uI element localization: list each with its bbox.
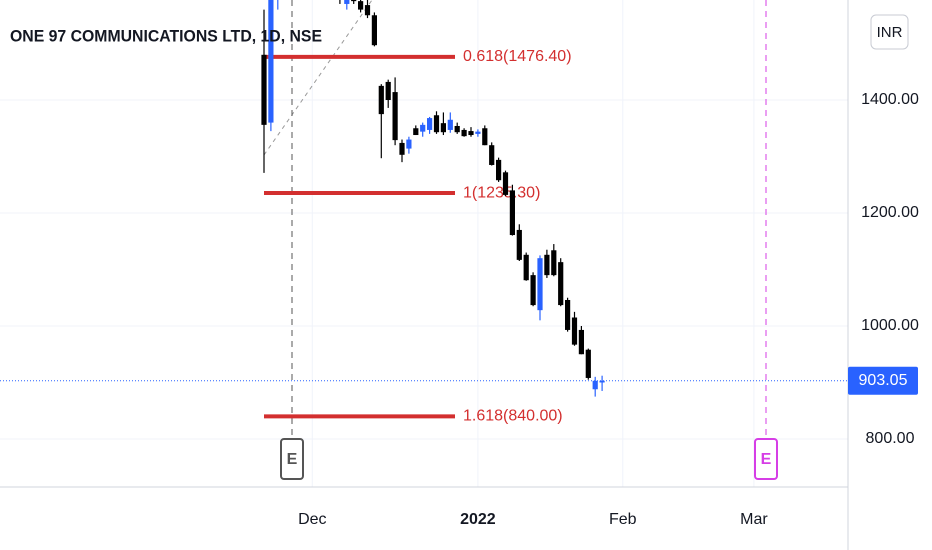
candle-body <box>385 81 391 100</box>
grid <box>0 0 848 487</box>
last-price-label: 903.05 <box>859 372 908 389</box>
candle-body <box>489 145 495 165</box>
fib-levels: 0.618(1476.40) 1(1235.30) 1.618(840.00) <box>264 48 572 425</box>
candle-body <box>482 128 488 146</box>
event-label: E <box>287 451 298 468</box>
event-label: E <box>761 451 772 468</box>
candle-body <box>344 0 350 4</box>
candle-body <box>592 380 598 390</box>
candle-body <box>544 254 550 276</box>
candle-body <box>599 380 605 383</box>
candle-body <box>530 275 536 306</box>
candle-body <box>537 258 543 311</box>
candle-body <box>558 262 564 306</box>
x-tick-label: 2022 <box>460 511 496 528</box>
candle-body <box>378 85 384 115</box>
x-tick-label: Dec <box>298 511 326 528</box>
candle-body <box>461 129 467 137</box>
candle-body <box>371 15 377 46</box>
candle-body <box>392 92 398 141</box>
candles <box>261 0 605 397</box>
candle-body <box>585 349 591 378</box>
last-price-box <box>848 366 918 395</box>
event-marker <box>754 438 778 480</box>
candle-body <box>406 139 412 149</box>
y-tick-label: 1200.00 <box>861 204 919 221</box>
candle-body <box>551 250 557 276</box>
y-tick-label: 1000.00 <box>861 317 919 334</box>
candle-body <box>358 1 364 10</box>
candle-body <box>475 131 481 134</box>
fib-label: 1(1235.30) <box>463 184 540 201</box>
candle-body <box>571 317 578 345</box>
candle-body <box>516 229 522 260</box>
fib-label: 1.618(840.00) <box>463 408 563 425</box>
candle-body <box>413 128 419 136</box>
event-marker <box>280 438 304 480</box>
candle-body <box>509 190 515 236</box>
candle-body <box>523 254 529 281</box>
candle-body <box>468 131 474 136</box>
fib-label: 0.618(1476.40) <box>463 48 572 65</box>
candle-body <box>502 172 509 195</box>
candle-body <box>578 329 584 355</box>
candle-body <box>268 0 274 123</box>
candle-body <box>420 124 426 132</box>
y-tick-label: 800.00 <box>866 430 915 447</box>
axis-labels: 800.00 1000.00 1200.00 1400.00 Dec 2022 Feb Mar <box>298 91 919 528</box>
candle-body <box>427 118 433 130</box>
candle-body <box>447 119 453 130</box>
currency-label[interactable]: INR <box>877 24 903 41</box>
x-tick-label: Mar <box>740 511 768 528</box>
candle-body <box>261 54 267 125</box>
candle-body <box>351 0 357 2</box>
candle-body <box>496 159 502 181</box>
y-tick-label: 1400.00 <box>861 91 919 108</box>
candle-body <box>433 115 440 133</box>
currency-button[interactable] <box>870 14 909 50</box>
candle-body <box>399 142 405 155</box>
candle-body <box>440 123 446 133</box>
candle-body <box>565 299 571 330</box>
trend-line <box>263 0 373 156</box>
candle-body <box>454 125 460 133</box>
chart-title: ONE 97 COMMUNICATIONS LTD, 1D, NSE <box>10 26 322 45</box>
candle-body <box>364 5 371 16</box>
x-tick-label: Feb <box>609 511 637 528</box>
